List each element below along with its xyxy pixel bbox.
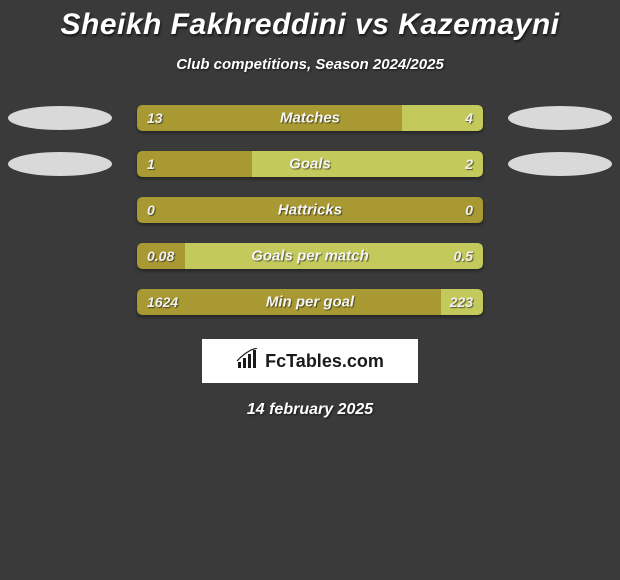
stat-row: 0.08 0.5 Goals per match xyxy=(0,243,620,269)
stat-value-left: 0.08 xyxy=(147,248,174,264)
logo-box: FcTables.com xyxy=(202,339,418,383)
stat-label: Hattricks xyxy=(278,202,342,219)
subtitle: Club competitions, Season 2024/2025 xyxy=(0,56,620,73)
logo-text: FcTables.com xyxy=(265,351,384,372)
page-title: Sheikh Fakhreddini vs Kazemayni xyxy=(0,8,620,42)
stat-value-left: 1624 xyxy=(147,294,178,310)
player-oval-left xyxy=(8,152,112,176)
stat-bar: 0.08 0.5 Goals per match xyxy=(137,243,483,269)
stat-row: 1 2 Goals xyxy=(0,151,620,177)
bar-chart-icon xyxy=(236,348,260,375)
stat-value-right: 2 xyxy=(465,156,473,172)
stat-value-right: 223 xyxy=(450,294,473,310)
stat-label: Goals xyxy=(289,156,331,173)
chart-container: Sheikh Fakhreddini vs Kazemayni Club com… xyxy=(0,0,620,419)
stat-value-left: 13 xyxy=(147,110,163,126)
stat-label: Min per goal xyxy=(266,294,354,311)
stat-value-right: 4 xyxy=(465,110,473,126)
stat-bar: 0 0 Hattricks xyxy=(137,197,483,223)
stat-bar: 1624 223 Min per goal xyxy=(137,289,483,315)
stat-value-right: 0 xyxy=(465,202,473,218)
date-text: 14 february 2025 xyxy=(0,401,620,419)
stat-bar: 1 2 Goals xyxy=(137,151,483,177)
logo-inner: FcTables.com xyxy=(236,348,384,375)
stat-label: Goals per match xyxy=(251,248,369,265)
player-oval-right xyxy=(508,152,612,176)
stat-label: Matches xyxy=(280,110,340,127)
stats-area: 13 4 Matches 1 2 Goals 0 0 Hattricks 0.08 0.5 Goals… xyxy=(0,105,620,315)
bar-segment-left xyxy=(137,105,402,131)
stat-row: 0 0 Hattricks xyxy=(0,197,620,223)
player-oval-left xyxy=(8,106,112,130)
player-oval-right xyxy=(508,106,612,130)
stat-value-right: 0.5 xyxy=(454,248,473,264)
stat-value-left: 1 xyxy=(147,156,155,172)
stat-bar: 13 4 Matches xyxy=(137,105,483,131)
bar-segment-right xyxy=(252,151,483,177)
stat-row: 13 4 Matches xyxy=(0,105,620,131)
stat-row: 1624 223 Min per goal xyxy=(0,289,620,315)
stat-value-left: 0 xyxy=(147,202,155,218)
